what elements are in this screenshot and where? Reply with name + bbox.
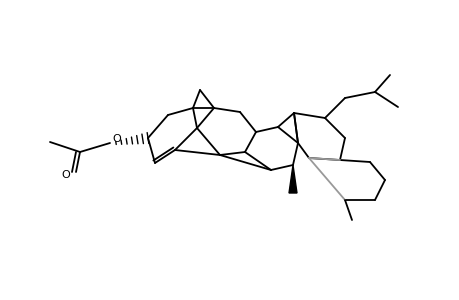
- Text: O: O: [62, 170, 70, 180]
- Polygon shape: [288, 165, 297, 193]
- Text: O: O: [112, 134, 121, 144]
